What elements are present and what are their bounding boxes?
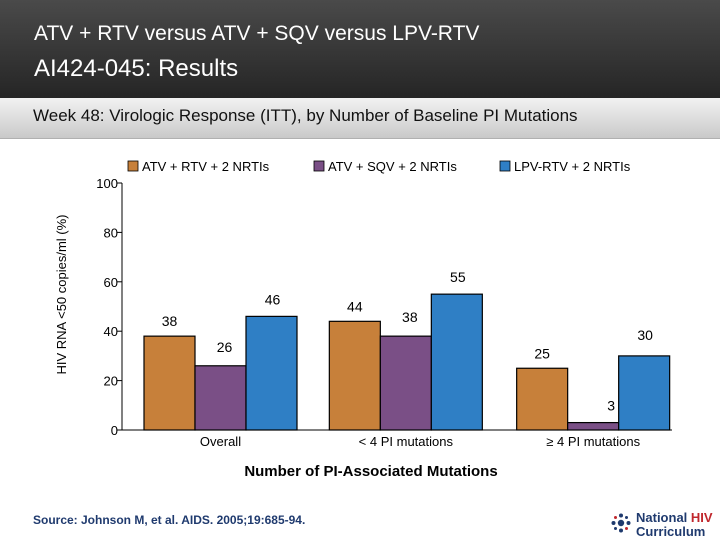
x-tick-label: ≥ 4 PI mutations: [546, 434, 640, 449]
data-label: 55: [450, 269, 466, 285]
bar-2-2: [379, 335, 432, 431]
subtitle-band: [0, 98, 720, 139]
y-axis-title: HIV RNA <50 copies/ml (%): [54, 214, 69, 374]
logo-icon: [611, 513, 631, 533]
x-axis-title: Number of PI-Associated Mutations: [244, 463, 497, 480]
bar-1-2: [328, 320, 381, 431]
slide-subtitle: Week 48: Virologic Response (ITT), by Nu…: [33, 106, 578, 125]
data-label: 3: [607, 398, 615, 414]
header-band: [0, 0, 720, 98]
y-tick-label: 60: [104, 275, 118, 290]
bar-3-1: [245, 315, 298, 431]
y-tick-label: 40: [104, 324, 118, 339]
legend-swatch-2: [313, 160, 325, 172]
data-label: 26: [217, 339, 233, 355]
logo-word-hiv: HIV: [690, 510, 713, 525]
data-label: 38: [162, 313, 178, 329]
y-tick-label: 80: [104, 225, 118, 240]
logo-word-curriculum: Curriculum: [636, 524, 706, 539]
bar-2-3: [567, 421, 620, 431]
x-tick-label: < 4 PI mutations: [359, 434, 454, 449]
slide-title-line2: AI424-045: Results: [34, 55, 239, 82]
bar-chart: 0 20 40 60 80 100 HIV RNA <50 copies/ml (%) 38 2…: [54, 159, 672, 480]
bar-1-3: [516, 367, 569, 431]
data-label: 46: [265, 291, 281, 307]
logo-word-national: National: [636, 510, 688, 525]
legend-swatch-1: [127, 160, 139, 172]
legend-swatch-3: [499, 160, 511, 172]
data-label: 25: [534, 345, 550, 361]
bar-2-1: [194, 365, 247, 431]
bar-3-2: [430, 293, 483, 431]
legend-label-1: ATV + RTV + 2 NRTIs: [142, 159, 270, 174]
data-label: 44: [347, 298, 363, 314]
data-label: 38: [402, 309, 418, 325]
legend-label-2: ATV + SQV + 2 NRTIs: [328, 159, 457, 174]
legend-label-3: LPV-RTV + 2 NRTIs: [514, 159, 631, 174]
y-tick-label: 100: [96, 176, 118, 191]
y-tick-label: 0: [111, 423, 118, 438]
national-hiv-curriculum-logo: National HIV Curriculum: [610, 508, 715, 540]
slide-title-line1: ATV + RTV versus ATV + SQV versus LPV-RT…: [34, 22, 480, 45]
data-label: 30: [637, 327, 653, 343]
bar-1-1: [143, 335, 196, 431]
bar-3-3: [618, 355, 671, 431]
x-tick-label: Overall: [200, 434, 241, 449]
y-tick-label: 20: [104, 374, 118, 389]
source-citation: Source: Johnson M, et al. AIDS. 2005;19:…: [33, 513, 306, 527]
